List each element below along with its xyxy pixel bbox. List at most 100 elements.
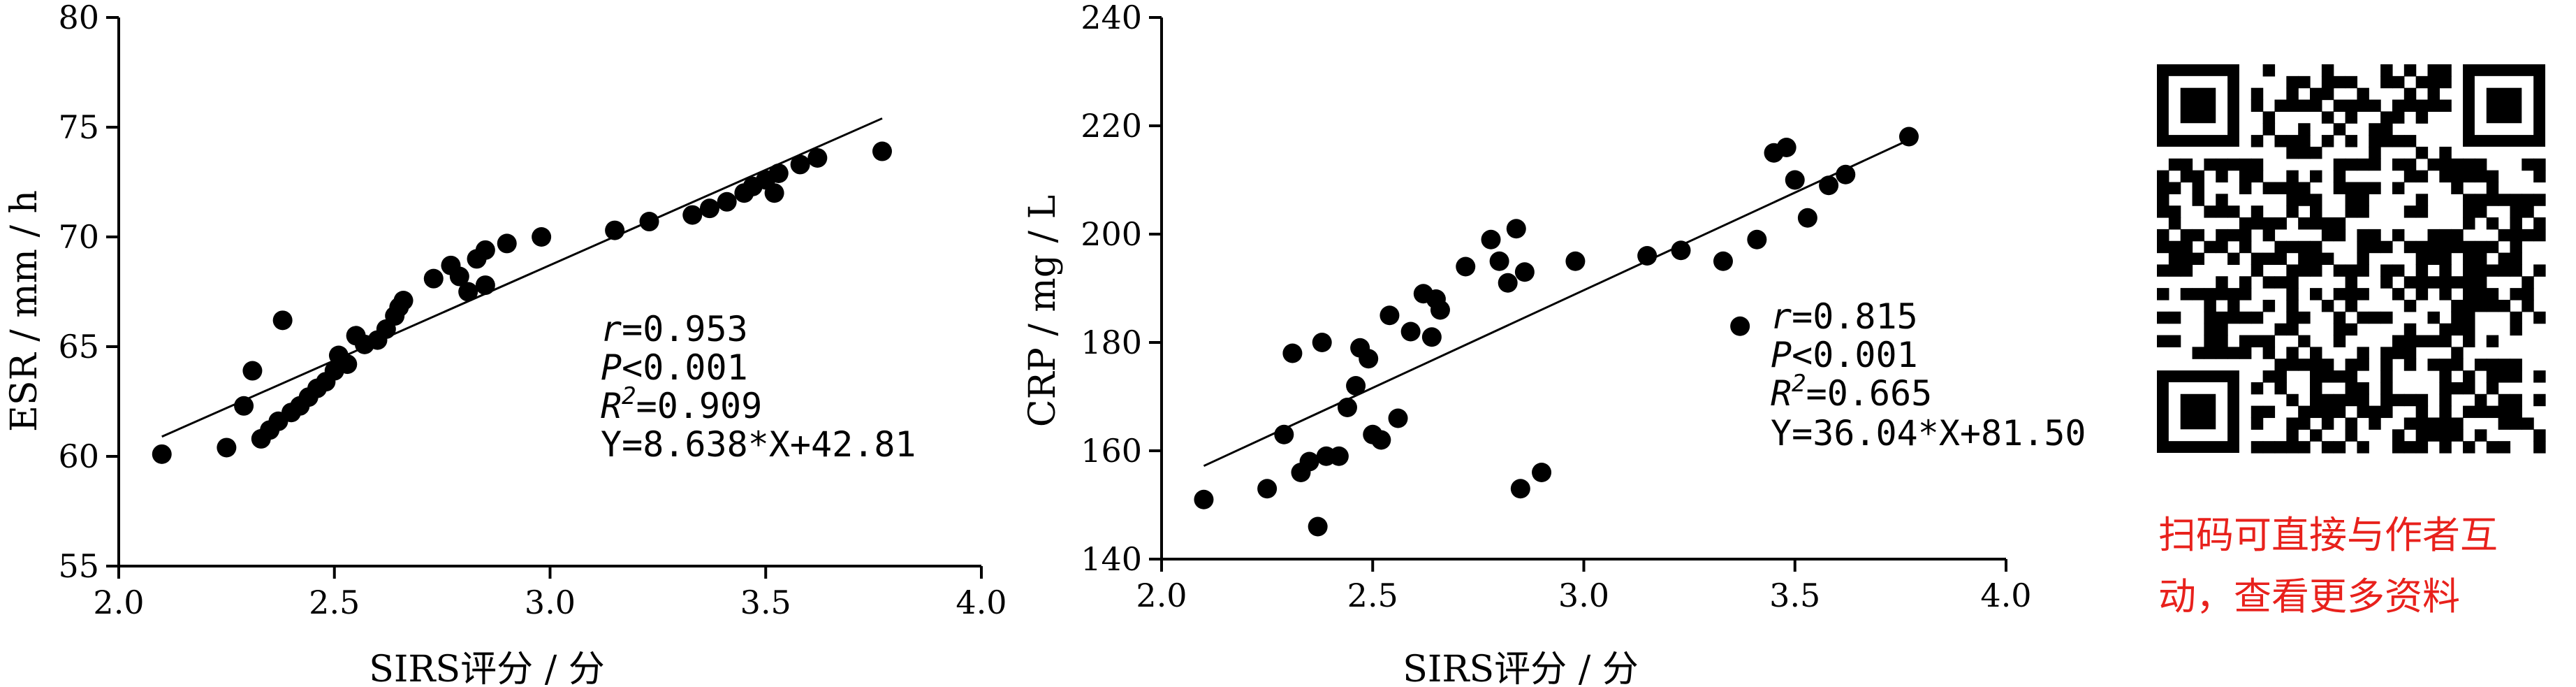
qr-module — [2321, 370, 2334, 383]
qr-module — [2168, 182, 2181, 194]
qr-module — [2403, 359, 2417, 371]
qr-module — [2298, 123, 2311, 136]
qr-module — [2474, 429, 2487, 442]
qr-module — [2298, 405, 2311, 419]
qr-module — [2274, 359, 2287, 371]
qr-module — [2439, 264, 2452, 277]
qr-module — [2392, 158, 2405, 171]
qr-finder-center — [2180, 393, 2216, 430]
qr-module — [2439, 146, 2452, 159]
qr-module — [2474, 264, 2487, 277]
qr-module — [2474, 240, 2487, 254]
esr-data-point — [393, 291, 414, 311]
crp-data-point — [1514, 262, 1535, 282]
qr-module — [2451, 182, 2464, 194]
qr-module — [2357, 288, 2369, 301]
qr-module — [2474, 252, 2487, 266]
qr-module — [2345, 205, 2358, 218]
qr-module — [2463, 240, 2475, 254]
qr-module — [2274, 135, 2287, 147]
qr-module — [2321, 359, 2334, 371]
qr-module — [2474, 170, 2487, 183]
qr-module — [2451, 158, 2464, 171]
esr-data-point — [458, 282, 478, 302]
qr-module — [2498, 252, 2511, 266]
qr-module — [2403, 135, 2417, 147]
qr-module — [2286, 99, 2299, 112]
qr-module — [2192, 170, 2204, 183]
qr-module — [2333, 323, 2346, 336]
qr-module — [2415, 194, 2429, 206]
qr-module — [2357, 182, 2369, 194]
qr-module — [2310, 99, 2322, 112]
crp-data-point — [1785, 170, 1805, 190]
crp-y-tick-label: 240 — [1081, 0, 1142, 36]
qr-module — [2510, 323, 2522, 336]
qr-module — [2310, 87, 2322, 101]
crp-x-tick-label: 3.0 — [1558, 577, 1609, 614]
qr-module — [2403, 240, 2417, 254]
crp-data-point — [1565, 251, 1586, 271]
esr-x-tick-label: 2.5 — [309, 584, 360, 621]
crp-data-points — [1194, 126, 1919, 537]
crp-data-point — [1506, 219, 1526, 239]
qr-module — [2463, 276, 2475, 289]
qr-module — [2310, 359, 2322, 371]
qr-module — [2474, 205, 2487, 218]
qr-module — [2427, 311, 2440, 324]
qr-module — [2333, 75, 2346, 89]
qr-module — [2262, 182, 2276, 194]
qr-module — [2498, 229, 2511, 242]
qr-module — [2239, 158, 2252, 171]
qr-module — [2357, 252, 2369, 266]
qr-module — [2522, 288, 2534, 301]
esr-data-point — [717, 191, 737, 212]
qr-caption-line-1: 扫码可直接与作者互 — [2158, 513, 2498, 557]
qr-code[interactable] — [2157, 64, 2546, 454]
crp-data-point — [1329, 446, 1349, 466]
qr-module — [2216, 205, 2228, 218]
qr-module — [2486, 382, 2499, 395]
qr-module — [2286, 182, 2299, 194]
qr-module — [2415, 429, 2429, 442]
crp-data-point — [1257, 479, 1278, 499]
qr-module — [2239, 182, 2252, 194]
qr-module — [2227, 311, 2240, 324]
qr-module — [2192, 252, 2204, 266]
qr-module — [2345, 276, 2358, 289]
qr-module — [2498, 194, 2511, 206]
qr-module — [2392, 111, 2405, 124]
qr-module — [2392, 75, 2405, 89]
qr-module — [2239, 335, 2252, 347]
qr-module — [2251, 158, 2264, 171]
qr-module — [2463, 311, 2475, 324]
qr-module — [2357, 229, 2369, 242]
qr-module — [2403, 299, 2417, 312]
qr-module — [2286, 417, 2299, 430]
qr-module — [2321, 135, 2334, 147]
qr-module — [2415, 99, 2429, 112]
crp-data-point — [1510, 479, 1530, 499]
qr-module — [2439, 393, 2452, 407]
qr-module — [2522, 194, 2534, 206]
qr-module — [2439, 252, 2452, 266]
qr-module — [2239, 347, 2252, 359]
esr-y-tick-label: 80 — [58, 0, 99, 36]
qr-module — [2286, 299, 2299, 312]
qr-module — [2415, 252, 2429, 266]
qr-module — [2357, 359, 2369, 371]
qr-module — [2510, 264, 2522, 277]
qr-module — [2298, 182, 2311, 194]
qr-module — [2157, 182, 2169, 194]
qr-module — [2274, 252, 2287, 266]
qr-module — [2345, 382, 2358, 395]
esr-y-tick-label: 60 — [58, 437, 99, 475]
qr-module — [2333, 311, 2346, 324]
qr-module — [2498, 417, 2511, 430]
qr-module — [2310, 347, 2322, 359]
qr-module — [2251, 335, 2264, 347]
qr-module — [2498, 299, 2511, 312]
esr-data-point — [152, 444, 172, 464]
qr-module — [2510, 393, 2522, 407]
qr-module — [2439, 417, 2452, 430]
